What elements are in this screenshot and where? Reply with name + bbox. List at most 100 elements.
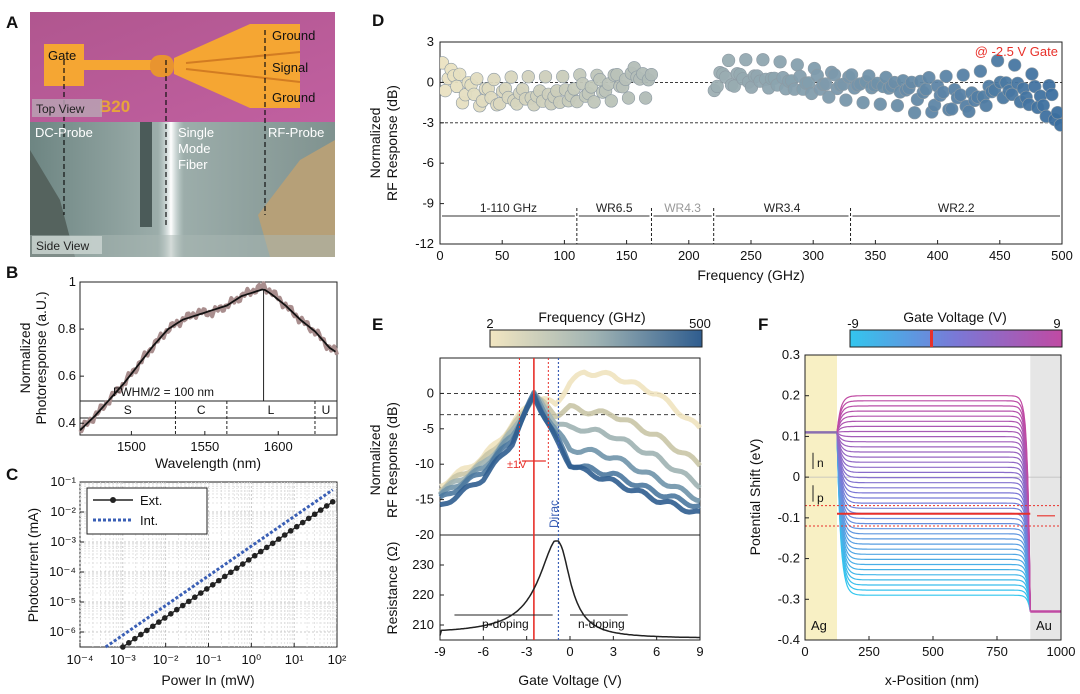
panel-f-potential-curve [836, 432, 1031, 612]
panel-f-potential-curve [836, 432, 1031, 612]
rf-pad [174, 24, 300, 108]
panel-d-ytick-label: -12 [415, 236, 434, 251]
panel-f-potential-curve [836, 432, 1031, 612]
panel-f-potential-curve [836, 410, 1031, 612]
panel-d-point [739, 53, 753, 67]
side-view-tag [32, 236, 102, 254]
panel-c-ext-point [251, 552, 258, 559]
panel-f-potential-curve [836, 432, 1031, 612]
panel-f-potential-curve [836, 431, 1031, 612]
panel-e-ticks: -9 -6 -3 0 3 6 9 0 -5 -10 -15 -20 210 220 230 [412, 385, 703, 659]
panel-f-potential-curve [836, 400, 1031, 612]
panel-d-point [604, 94, 618, 108]
panel-f-xtick-label: 500 [922, 644, 944, 659]
rf-probe-label: RF-Probe [268, 125, 324, 140]
panel-d-point [710, 79, 724, 93]
panel-e-top-ytick-label: -15 [415, 492, 434, 507]
panel-c-ytick-label: 10⁻³ [50, 534, 76, 549]
panel-d-xlabel: Frequency (GHz) [697, 267, 804, 283]
panel-d-band-label: WR2.2 [938, 201, 975, 215]
panel-f-xtick-label: 750 [986, 644, 1008, 659]
panel-d-point [521, 70, 535, 84]
panel-d-point [1008, 58, 1022, 72]
panel-d-xtick-label: 500 [1051, 248, 1073, 263]
panel-d-chart: 1-110 GHz WR6.5 WR4.3 WR3.4 WR2.2 0 50 100 150 2… [367, 34, 1073, 283]
panel-d-point [873, 97, 887, 111]
panel-d-point [819, 77, 833, 91]
panel-f-potential-curve [836, 405, 1031, 612]
panel-e-bottom-frame [439, 534, 701, 641]
panel-f-xlabel: x-Position (nm) [885, 672, 979, 688]
panel-c-ytick-label: 10⁻⁶ [49, 624, 76, 639]
panel-c-xlabel: Power In (mW) [161, 672, 254, 688]
panel-b-ytick-label: 1 [69, 274, 76, 289]
panel-c-ext-point [233, 565, 240, 571]
panel-e-colorbar-title: Frequency (GHz) [538, 309, 645, 325]
panel-f-potential-curve [836, 432, 1031, 612]
panel-d-point [844, 68, 859, 82]
panel-e-colorbar-min: 2 [486, 316, 493, 331]
panel-f-au-region [1030, 355, 1061, 640]
panel-e-xtick-label: 3 [610, 644, 617, 659]
panel-d-point [1051, 106, 1062, 120]
panel-f-curves [805, 395, 1061, 613]
panel-c-ext-point [311, 511, 318, 518]
panel-c-series [104, 488, 336, 650]
panel-f-ytick-label: -0.2 [778, 551, 800, 566]
panel-b-xtick-label: 1550 [190, 439, 219, 454]
top-view-label: Top View [36, 102, 85, 116]
panel-f-xtick-label: 0 [801, 644, 808, 659]
panel-c-int-series [104, 488, 334, 649]
panel-f-ytick-label: 0.2 [782, 388, 800, 403]
panel-c-xtick-label: 10⁻³ [110, 652, 136, 667]
panel-e-colorbar-max: 500 [689, 316, 711, 331]
panel-f-potential-curve [836, 415, 1031, 612]
panel-f-xtick-label: 250 [858, 644, 880, 659]
panel-c-ytick-label: 10⁻¹ [50, 474, 76, 489]
panel-c-xtick-label: 10² [328, 652, 347, 667]
panel-e-window-label: ±1V [507, 459, 527, 471]
panel-d-point [1045, 87, 1059, 102]
panel-b-ylabel-2: Photoresponse (a.U.) [33, 291, 49, 424]
panel-c-ext-point [227, 569, 234, 576]
legend-ext-marker [110, 497, 116, 503]
panel-d-point [1053, 118, 1062, 132]
panel-f-potential-curve [836, 432, 1031, 612]
panel-d-xtick-label: 450 [989, 248, 1011, 263]
panel-f-potential-curve [836, 432, 1031, 612]
panel-f-ylabel: Potential Shift (eV) [747, 439, 763, 556]
panel-d-point [822, 90, 836, 104]
panel-c-ext-point [180, 602, 186, 609]
panel-d-point [644, 67, 659, 82]
panel-d-points [440, 53, 1062, 132]
panel-label-e: E [372, 315, 383, 334]
panel-e-top-ylabel-2: RF Response (dB) [384, 402, 400, 518]
panel-c-ext-point [329, 499, 336, 505]
fiber-label-3: Fiber [178, 157, 208, 172]
panel-c-ext-point [203, 586, 210, 592]
panel-f-potential-curve [836, 432, 1031, 612]
panel-b-ytick-label: 0.4 [58, 415, 76, 430]
ground-bottom-label: Ground [272, 90, 315, 105]
panel-e-top-ytick-label: -5 [422, 421, 434, 436]
panel-e-xlabel: Gate Voltage (V) [518, 672, 622, 688]
panel-d-point [773, 55, 787, 69]
panel-c-ext-point [156, 619, 162, 625]
panel-d-point [839, 93, 853, 107]
panel-d-ytick-label: -6 [422, 155, 434, 170]
substrate [30, 235, 335, 257]
panel-c-ext-point [150, 623, 156, 630]
panel-d-point [856, 95, 870, 110]
panel-e-xtick-label: 6 [653, 644, 660, 659]
panel-e-colorbar [489, 329, 703, 348]
panel-d-point [538, 70, 553, 84]
panel-d-point [953, 88, 968, 102]
panel-d-xtick-label: 300 [802, 248, 824, 263]
panel-b-ytick-label: 0.6 [58, 368, 76, 383]
panel-d-xtick-label: 400 [927, 248, 949, 263]
panel-f-potential-curve [836, 432, 1031, 612]
panel-f-potential-curve [836, 432, 1031, 612]
panel-e-chart: Frequency (GHz) 2 500 -9 -6 -3 0 3 6 9 0 -5 -10 -1… [367, 309, 711, 688]
panel-f-potential-curve [836, 430, 1031, 612]
panel-c-ext-point [221, 573, 228, 580]
